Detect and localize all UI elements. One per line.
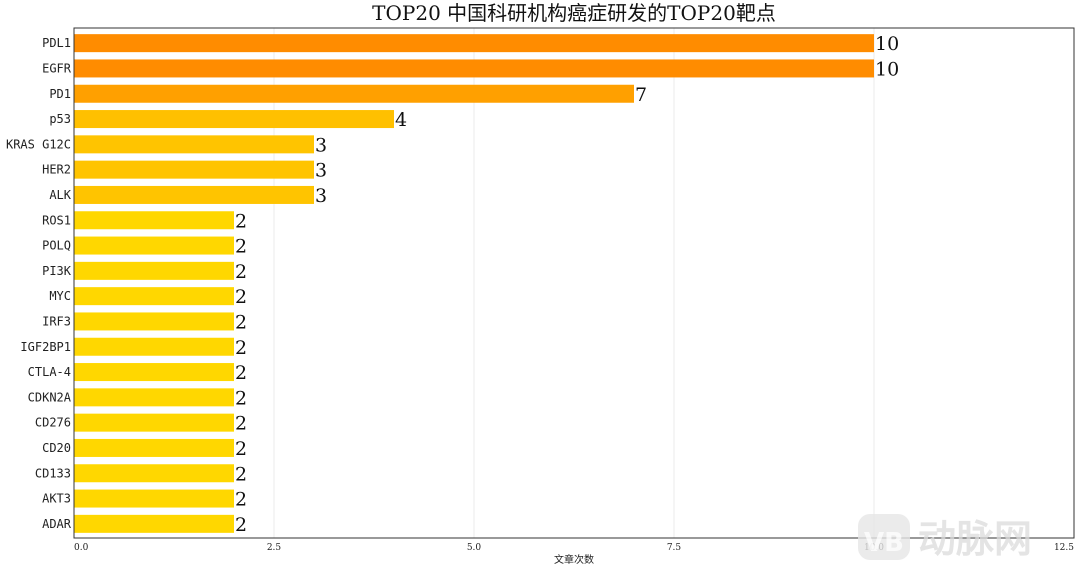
category-label: ALK [49,188,71,202]
x-tick-label: 12.5 [1054,543,1074,553]
grid-lines [73,28,1075,538]
value-label: 10 [875,33,899,55]
chart-title: TOP20 中国科研机构癌症研发的TOP20靶点 [372,1,776,25]
x-tick-label: 0.0 [74,543,89,553]
watermark-logo-icon [858,514,910,560]
category-label: EGFR [42,61,72,75]
value-label: 2 [235,514,247,536]
value-label: 2 [235,362,247,384]
watermark-text: 动脉网 [918,517,1032,561]
category-label: CD133 [35,466,71,480]
bar [74,211,234,230]
bars [74,34,874,533]
value-label: 3 [315,185,327,207]
category-label: PI3K [42,264,72,278]
x-axis-title: 文章次数 [554,553,594,566]
value-label: 2 [235,210,247,232]
bar [74,261,234,280]
x-tick-label: 7.5 [667,543,682,553]
category-label: CD276 [35,416,71,430]
bar [74,413,234,432]
bar [74,34,874,53]
category-label: CTLA-4 [28,365,71,379]
value-label: 2 [235,463,247,485]
value-label: 2 [235,337,247,359]
value-label: 2 [235,311,247,333]
bar [74,337,234,356]
bar [74,160,314,179]
category-label: KRAS G12C [6,137,71,151]
value-label: 10 [875,58,899,80]
value-label: 2 [235,438,247,460]
value-label: 3 [315,160,327,182]
category-label: AKT3 [42,492,71,506]
value-label: 2 [235,261,247,283]
category-labels: PDL1 EGFR PD1 p53 KRAS G12C HER2 ALK ROS1 POLQ PI… [6,36,72,531]
bar [74,135,314,154]
bar [74,464,234,483]
watermark-logo-text: VB [864,528,904,558]
x-tick-label: 2.5 [267,543,282,553]
watermark: VB 动脉网 [858,514,1032,561]
category-label: PD1 [49,87,71,101]
category-label: CDKN2A [28,390,72,404]
bar [74,59,874,78]
bar [74,363,234,382]
bar [74,514,234,533]
bar [74,312,234,331]
value-label: 2 [235,413,247,435]
bar [74,388,234,407]
category-label: CD20 [42,441,71,455]
value-label: 2 [235,236,247,258]
value-label: 2 [235,387,247,409]
value-label: 4 [395,109,407,131]
bar [74,287,234,306]
value-label: 2 [235,286,247,308]
bar [74,236,234,255]
value-label: 2 [235,489,247,511]
category-label: p53 [49,112,71,126]
category-label: ROS1 [42,213,71,227]
value-label: 3 [315,134,327,156]
bar [74,84,634,103]
category-label: IGF2BP1 [20,340,71,354]
bar [74,438,234,457]
category-label: IRF3 [42,314,71,328]
category-label: MYC [49,289,71,303]
plot-frame [73,27,1075,539]
bar [74,110,394,129]
x-tick-label: 5.0 [467,543,482,553]
bar [74,185,314,204]
value-labels: 10 10 7 4 3 3 3 2 2 2 2 2 2 2 2 2 2 2 2 2 [235,33,899,536]
category-label: HER2 [42,163,71,177]
value-label: 7 [635,84,647,106]
bar [74,489,234,508]
category-label: POLQ [42,239,71,253]
category-label: ADAR [42,517,72,531]
category-label: PDL1 [42,36,71,50]
